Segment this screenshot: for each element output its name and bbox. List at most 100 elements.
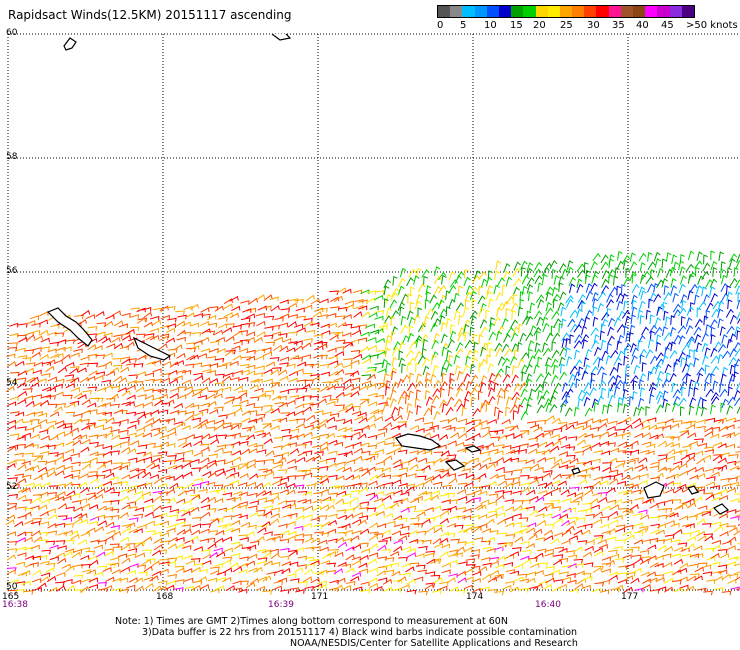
wind-barb: [470, 357, 479, 367]
colorbar-swatch: [572, 6, 585, 17]
wind-barb: [465, 285, 473, 295]
wind-barb: [470, 548, 480, 554]
wind-barb: [118, 588, 129, 594]
wind-barb: [278, 523, 288, 529]
wind-barb: [601, 568, 611, 574]
wind-barb: [503, 562, 514, 567]
wind-barb: [201, 549, 211, 554]
wind-barb: [330, 484, 340, 490]
wind-barb: [319, 546, 329, 552]
wind-barb: [152, 307, 163, 313]
wind-barb: [632, 567, 642, 573]
wind-barb: [126, 488, 137, 493]
wind-barb: [257, 305, 267, 311]
wind-barb: [24, 427, 35, 433]
wind-barb: [341, 493, 352, 498]
wind-barb: [257, 527, 267, 534]
wind-barb: [39, 429, 49, 435]
wind-barb: [541, 448, 551, 455]
wind-barb: [677, 307, 687, 317]
wind-barb: [537, 299, 545, 309]
wind-barb: [282, 337, 292, 343]
wind-barb: [495, 260, 502, 271]
wind-barb: [669, 326, 677, 337]
wind-barb: [622, 403, 629, 414]
wind-barb: [661, 468, 672, 473]
wind-barb: [270, 495, 280, 503]
wind-barb: [485, 402, 491, 412]
wind-barb: [622, 530, 632, 536]
wind-barb: [695, 284, 703, 295]
wind-barb: [624, 348, 629, 358]
wind-barb: [480, 302, 487, 313]
wind-barb: [685, 325, 694, 335]
wind-barb: [152, 454, 163, 460]
wind-barb: [685, 585, 695, 592]
wind-barb: [341, 523, 351, 529]
wind-barb: [729, 364, 736, 375]
wind-barb: [574, 583, 584, 590]
wind-barb: [717, 343, 726, 353]
wind-barb: [69, 530, 79, 537]
wind-barb: [368, 480, 378, 486]
wind-barb: [417, 355, 426, 364]
wind-barb: [629, 261, 638, 271]
wind-barb: [558, 513, 569, 520]
wind-barb: [226, 467, 236, 473]
wind-barb: [670, 341, 676, 352]
wind-barb: [678, 462, 688, 469]
wind-barb: [703, 254, 708, 265]
wind-barb: [342, 537, 353, 543]
wind-barb: [464, 339, 473, 349]
wind-barb: [262, 423, 272, 428]
wind-barb: [439, 517, 449, 525]
wind-barb: [30, 464, 40, 471]
wind-barb: [736, 405, 740, 414]
wind-barb: [38, 539, 48, 544]
wind-barb: [77, 539, 88, 545]
wind-barb: [633, 513, 643, 518]
wind-barb: [337, 490, 347, 496]
wind-barb: [449, 586, 459, 592]
wind-barb: [630, 577, 640, 584]
colorbar-label: 35: [612, 20, 625, 31]
wind-barb: [682, 532, 692, 538]
wind-barb: [505, 276, 513, 287]
wind-barb: [581, 370, 589, 380]
wind-barb: [391, 570, 401, 577]
wind-barb: [514, 536, 524, 543]
wind-barb: [369, 305, 379, 311]
wind-barb: [583, 575, 593, 581]
wind-barb: [625, 268, 630, 279]
wind-barb: [218, 414, 228, 419]
wind-barb: [113, 375, 123, 383]
wind-barb: [175, 521, 186, 526]
wind-barb: [102, 468, 112, 474]
wind-barb: [494, 489, 505, 495]
wind-barb: [160, 419, 170, 424]
wind-barb: [553, 554, 564, 559]
wind-barb: [294, 507, 305, 512]
wind-barb: [133, 490, 143, 496]
wind-barb: [496, 474, 506, 479]
wind-barb: [309, 403, 320, 408]
wind-barb: [334, 346, 345, 351]
wind-barb: [329, 412, 340, 418]
wind-barb: [581, 333, 590, 343]
wind-barb: [734, 571, 740, 575]
wind-barb: [181, 462, 192, 469]
wind-barb: [350, 377, 361, 383]
wind-barb: [17, 463, 27, 471]
wind-barb: [383, 285, 390, 296]
wind-barb: [489, 448, 499, 454]
wind-barb: [385, 307, 392, 318]
wind-barb: [503, 542, 514, 547]
wind-barb: [458, 561, 468, 566]
wind-barb: [440, 450, 450, 457]
wind-barb: [313, 333, 324, 339]
wind-barb: [287, 503, 297, 509]
wind-barb: [382, 494, 392, 501]
wind-barb: [97, 520, 108, 527]
wind-barb: [566, 356, 573, 366]
wind-barb: [286, 521, 296, 526]
